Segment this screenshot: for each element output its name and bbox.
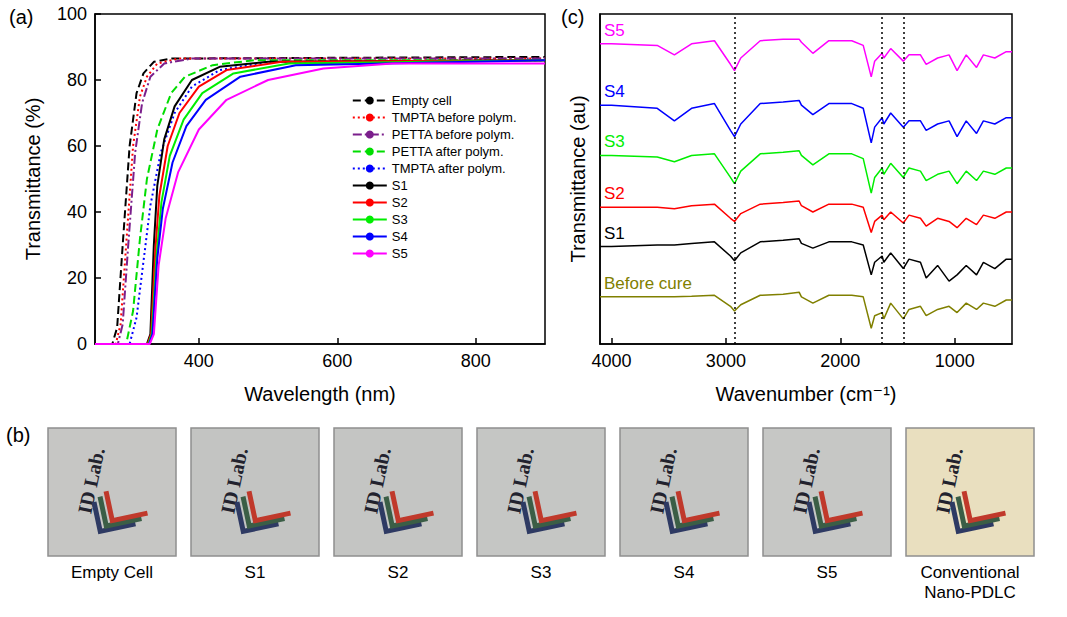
svg-text:Wavenumber (cm⁻¹): Wavenumber (cm⁻¹) (716, 383, 897, 405)
svg-text:ID Lab.: ID Lab. (931, 445, 967, 516)
svg-text:3000: 3000 (706, 351, 746, 371)
svg-text:S2: S2 (392, 195, 408, 210)
svg-text:ID Lab.: ID Lab. (359, 445, 395, 516)
svg-text:400: 400 (184, 351, 214, 371)
svg-text:S2: S2 (604, 184, 625, 203)
svg-text:ID Lab.: ID Lab. (216, 445, 252, 516)
svg-text:S3: S3 (392, 212, 408, 227)
svg-text:4000: 4000 (591, 351, 631, 371)
svg-text:(b): (b) (6, 424, 30, 446)
svg-text:S1: S1 (392, 178, 408, 193)
svg-text:40: 40 (67, 202, 87, 222)
svg-text:1000: 1000 (935, 351, 975, 371)
svg-text:S4: S4 (604, 82, 625, 101)
svg-text:600: 600 (322, 351, 352, 371)
svg-text:TMPTA after polym.: TMPTA after polym. (392, 161, 506, 176)
svg-text:Empty cell: Empty cell (392, 93, 452, 108)
svg-text:(c): (c) (561, 6, 584, 28)
svg-text:Nano-PDLC: Nano-PDLC (924, 583, 1016, 602)
svg-text:ID Lab.: ID Lab. (788, 445, 824, 516)
svg-text:20: 20 (67, 268, 87, 288)
svg-text:80: 80 (67, 70, 87, 90)
svg-text:S1: S1 (604, 224, 625, 243)
svg-text:S4: S4 (392, 229, 408, 244)
svg-text:Before cure: Before cure (604, 274, 692, 293)
svg-text:Transmittance (%): Transmittance (%) (22, 98, 44, 261)
svg-text:ID Lab.: ID Lab. (645, 445, 681, 516)
svg-text:S4: S4 (674, 563, 695, 582)
svg-text:TMPTA before polym.: TMPTA before polym. (392, 110, 517, 125)
svg-text:S3: S3 (531, 563, 552, 582)
svg-text:2000: 2000 (820, 351, 860, 371)
svg-text:S2: S2 (388, 563, 409, 582)
svg-text:Empty Cell: Empty Cell (71, 563, 153, 582)
svg-text:ID Lab.: ID Lab. (502, 445, 538, 516)
svg-text:S5: S5 (817, 563, 838, 582)
svg-text:PETTA before polym.: PETTA before polym. (392, 127, 515, 142)
svg-text:S1: S1 (245, 563, 266, 582)
svg-text:S3: S3 (604, 132, 625, 151)
svg-text:100: 100 (57, 4, 87, 24)
svg-text:800: 800 (461, 351, 491, 371)
svg-text:S5: S5 (392, 246, 408, 261)
svg-text:0: 0 (77, 334, 87, 354)
svg-text:S5: S5 (604, 21, 625, 40)
svg-text:(a): (a) (9, 6, 33, 28)
svg-text:Conventional: Conventional (920, 563, 1019, 582)
svg-text:60: 60 (67, 136, 87, 156)
svg-text:ID Lab.: ID Lab. (73, 445, 109, 516)
svg-text:PETTA after polym.: PETTA after polym. (392, 144, 504, 159)
svg-text:Wavelength (nm): Wavelength (nm) (244, 383, 396, 405)
svg-text:Transmittance (au): Transmittance (au) (567, 95, 589, 262)
